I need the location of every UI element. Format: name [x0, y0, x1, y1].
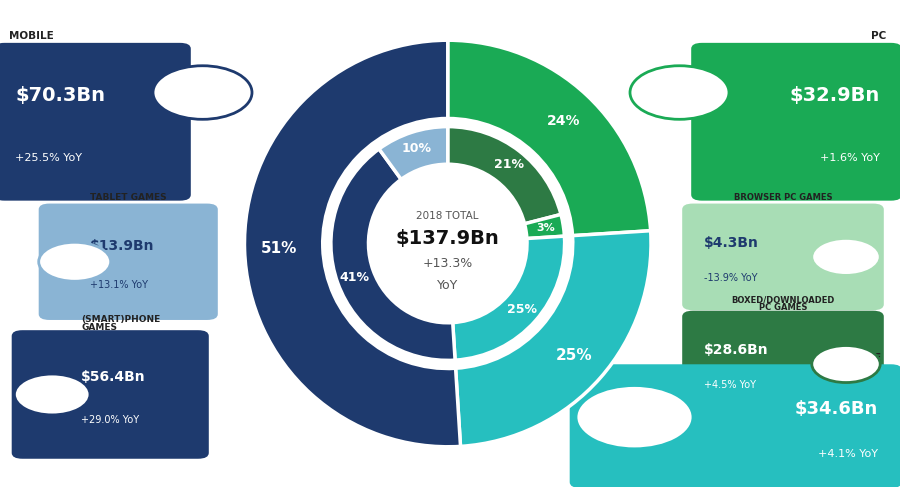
Circle shape [368, 164, 527, 323]
FancyBboxPatch shape [691, 43, 900, 201]
Text: +13.1% YoY: +13.1% YoY [90, 280, 148, 290]
Circle shape [630, 66, 729, 119]
Text: $4.3Bn: $4.3Bn [704, 236, 759, 250]
Text: 2018 TOTAL: 2018 TOTAL [417, 211, 479, 221]
Text: +1.6% YoY: +1.6% YoY [820, 153, 880, 163]
Text: TABLET GAMES: TABLET GAMES [90, 193, 166, 202]
Text: 24%: 24% [546, 113, 580, 128]
Circle shape [14, 374, 90, 415]
Circle shape [323, 118, 572, 369]
Text: +4.1% YoY: +4.1% YoY [817, 449, 878, 459]
Wedge shape [525, 214, 564, 239]
Text: $137.9Bn: $137.9Bn [396, 229, 500, 248]
Wedge shape [447, 40, 651, 236]
Text: +13.3%: +13.3% [423, 257, 473, 270]
Text: $56.4Bn: $56.4Bn [81, 370, 146, 384]
Circle shape [812, 346, 880, 383]
Wedge shape [379, 127, 447, 179]
Text: PC: PC [871, 31, 886, 41]
FancyBboxPatch shape [12, 330, 209, 459]
Text: 41%: 41% [339, 271, 369, 284]
Circle shape [576, 386, 693, 449]
Wedge shape [331, 149, 455, 360]
FancyBboxPatch shape [682, 204, 884, 310]
Text: PC GAMES: PC GAMES [759, 303, 807, 312]
Circle shape [812, 238, 880, 276]
Text: +29.0% YoY: +29.0% YoY [81, 415, 140, 425]
Text: $32.9Bn: $32.9Bn [790, 86, 880, 105]
Text: MOBILE: MOBILE [9, 31, 54, 41]
Text: CONSOLE: CONSOLE [827, 353, 882, 363]
Text: 25%: 25% [556, 348, 592, 363]
Text: $70.3Bn: $70.3Bn [15, 86, 105, 105]
Text: 21%: 21% [494, 158, 524, 171]
FancyBboxPatch shape [39, 204, 218, 320]
Wedge shape [455, 231, 651, 447]
Text: 3%: 3% [536, 223, 555, 233]
FancyBboxPatch shape [682, 311, 884, 417]
Text: $28.6Bn: $28.6Bn [704, 343, 769, 357]
Circle shape [153, 66, 252, 119]
Text: BROWSER PC GAMES: BROWSER PC GAMES [734, 193, 833, 202]
Text: 51%: 51% [261, 241, 297, 256]
Text: GAMES: GAMES [81, 323, 117, 332]
Text: (SMART)PHONE: (SMART)PHONE [81, 315, 160, 324]
FancyBboxPatch shape [0, 43, 191, 201]
Text: +25.5% YoY: +25.5% YoY [15, 153, 82, 163]
FancyBboxPatch shape [570, 364, 900, 487]
Wedge shape [447, 127, 561, 224]
Text: BOXED/DOWNLOADED: BOXED/DOWNLOADED [732, 296, 834, 304]
Wedge shape [453, 236, 564, 360]
Text: -13.9% YoY: -13.9% YoY [704, 273, 757, 283]
Text: 25%: 25% [508, 303, 537, 316]
Text: $34.6Bn: $34.6Bn [794, 400, 877, 418]
Text: YoY: YoY [437, 279, 458, 292]
Text: 10%: 10% [402, 142, 432, 155]
Text: +4.5% YoY: +4.5% YoY [704, 380, 756, 390]
Text: $13.9Bn: $13.9Bn [90, 239, 155, 253]
Wedge shape [245, 40, 461, 447]
Circle shape [39, 243, 111, 281]
